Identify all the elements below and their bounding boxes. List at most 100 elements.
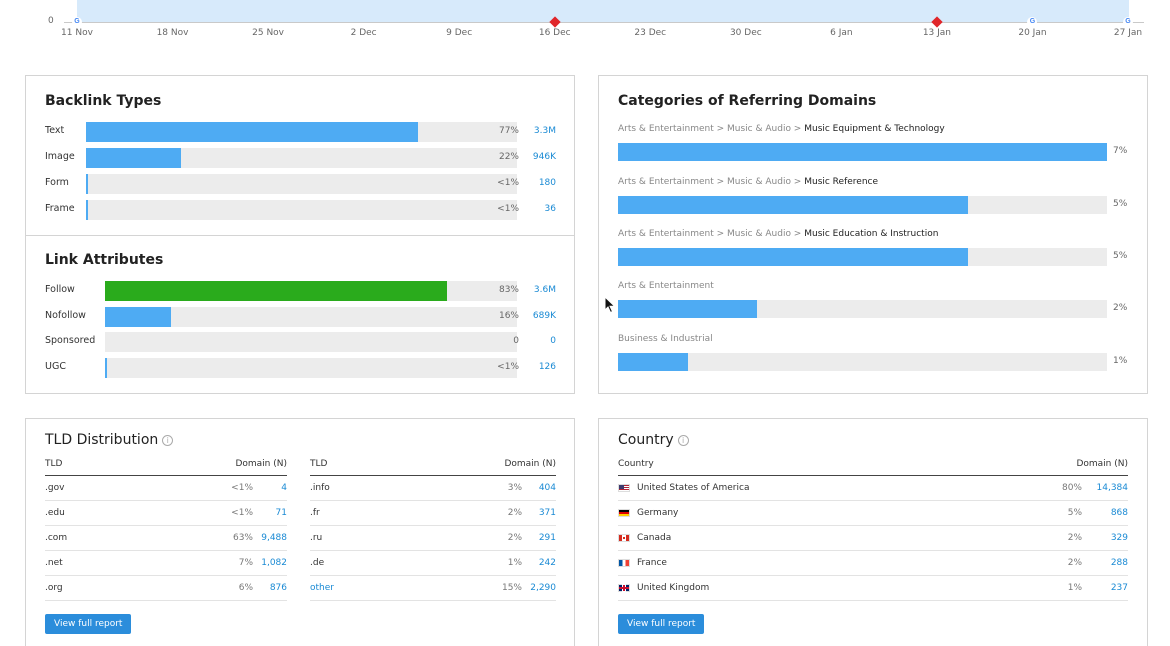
category-bar-fill bbox=[618, 248, 968, 266]
column-header-country: Country bbox=[618, 459, 654, 469]
country-domain-count-link[interactable]: 329 bbox=[1110, 533, 1128, 543]
bar-count-link[interactable]: 0 bbox=[550, 336, 556, 346]
bar-count-link[interactable]: 689K bbox=[532, 310, 556, 321]
flag-fr-icon bbox=[618, 559, 630, 567]
x-axis-date-label: 20 Jan bbox=[1018, 28, 1047, 38]
category-path: Arts & Entertainment > Music & Audio > bbox=[618, 229, 805, 239]
bar-count-link[interactable]: 946K bbox=[532, 152, 556, 162]
tld-name: .gov bbox=[45, 483, 65, 493]
tld-domain-count-link[interactable]: 9,488 bbox=[261, 533, 287, 543]
country-percent: 80% bbox=[1061, 483, 1082, 493]
info-icon[interactable]: i bbox=[677, 435, 689, 446]
bar-label: Follow bbox=[45, 284, 75, 295]
country-view-full-report-button[interactable]: View full report bbox=[618, 614, 705, 634]
tld-title-text: TLD Distribution bbox=[45, 432, 159, 448]
tld-name: .info bbox=[310, 483, 330, 493]
bar-fill bbox=[86, 122, 418, 142]
tld-percent: 6% bbox=[238, 583, 253, 593]
bar-label: Form bbox=[45, 177, 69, 188]
tld-domain-count-link[interactable]: 4 bbox=[281, 483, 287, 493]
bar-track bbox=[105, 306, 517, 327]
bar-row: Nofollow 16% 689K bbox=[26, 306, 574, 327]
info-icon[interactable]: i bbox=[162, 435, 174, 446]
x-axis-date-label: 23 Dec bbox=[634, 28, 667, 38]
google-g-icon[interactable]: G bbox=[1123, 17, 1133, 27]
tld-domain-count-link[interactable]: 876 bbox=[269, 583, 287, 593]
country-percent: 5% bbox=[1067, 508, 1082, 518]
country-name: Germany bbox=[637, 508, 679, 518]
google-g-icon[interactable]: G bbox=[72, 17, 82, 27]
country-domain-count-link[interactable]: 288 bbox=[1110, 558, 1128, 568]
x-axis-date-label: 30 Dec bbox=[729, 28, 762, 38]
category-leaf: Arts & Entertainment bbox=[618, 281, 714, 291]
bar-count-link[interactable]: 126 bbox=[538, 361, 556, 372]
tld-name[interactable]: other bbox=[310, 583, 334, 593]
table-row: Germany 5% 868 bbox=[618, 501, 1128, 526]
bar-fill bbox=[105, 306, 171, 327]
bar-row: UGC <1% 126 bbox=[26, 357, 574, 378]
category-bar-fill bbox=[618, 300, 758, 318]
category-path: Arts & Entertainment > Music & Audio > bbox=[618, 124, 805, 134]
tld-view-full-report-button[interactable]: View full report bbox=[45, 614, 132, 634]
bar-percent: 16% bbox=[498, 310, 519, 321]
tld-domain-count-link[interactable]: 291 bbox=[538, 533, 556, 543]
bar-count-link[interactable]: 36 bbox=[544, 204, 556, 214]
tld-domain-count-link[interactable]: 1,082 bbox=[261, 558, 287, 568]
column-header-tld: TLD bbox=[310, 459, 328, 469]
category-bar-fill bbox=[618, 196, 968, 214]
bar-row: Text 77% 3.3M bbox=[26, 122, 574, 142]
table-row: .info 3% 404 bbox=[310, 476, 556, 501]
category-bar-track bbox=[618, 196, 1107, 214]
country-domain-count-link[interactable]: 14,384 bbox=[1096, 483, 1129, 493]
category-label: Arts & Entertainment > Music & Audio > M… bbox=[618, 229, 938, 239]
x-axis-date-label: 18 Nov bbox=[156, 28, 189, 38]
country-name: France bbox=[637, 558, 667, 568]
bar-percent: 22% bbox=[498, 152, 519, 162]
tld-domain-count-link[interactable]: 404 bbox=[538, 483, 556, 493]
category-percent: 2% bbox=[1113, 303, 1128, 313]
x-axis-date-label: 9 Dec bbox=[446, 28, 473, 38]
bar-label: UGC bbox=[45, 360, 66, 372]
tld-percent: 2% bbox=[507, 533, 522, 543]
tld-domain-count-link[interactable]: 2,290 bbox=[530, 583, 556, 593]
bar-count-link[interactable]: 3.3M bbox=[533, 126, 556, 136]
bar-track bbox=[105, 281, 517, 301]
tld-domain-count-link[interactable]: 71 bbox=[275, 508, 287, 518]
tld-domain-count-link[interactable]: 242 bbox=[538, 558, 556, 568]
bar-label: Frame bbox=[45, 203, 75, 214]
flag-de-icon bbox=[618, 509, 630, 517]
bar-fill bbox=[86, 200, 89, 220]
category-percent: 7% bbox=[1113, 146, 1128, 156]
country-title: Country i bbox=[618, 432, 689, 448]
tld-domain-count-link[interactable]: 371 bbox=[538, 508, 556, 518]
bar-label: Sponsored bbox=[45, 335, 96, 346]
header-rule bbox=[618, 475, 1128, 476]
category-percent: 5% bbox=[1113, 251, 1128, 261]
bar-label: Image bbox=[45, 151, 75, 162]
country-percent: 2% bbox=[1067, 533, 1082, 543]
bar-fill bbox=[86, 174, 89, 194]
mouse-pointer-icon bbox=[604, 296, 616, 314]
google-g-icon[interactable]: G bbox=[1027, 17, 1038, 27]
country-domain-count-link[interactable]: 237 bbox=[1110, 583, 1128, 593]
tld-percent: 3% bbox=[507, 483, 522, 493]
bar-percent: 77% bbox=[498, 126, 519, 136]
timeline-area bbox=[77, 0, 1129, 22]
table-row: United States of America 80% 14,384 bbox=[618, 476, 1128, 501]
table-row: .de 1% 242 bbox=[310, 551, 556, 576]
category-bar-track bbox=[618, 248, 1107, 266]
table-row: United Kingdom 1% 237 bbox=[618, 576, 1128, 601]
bar-track bbox=[86, 148, 517, 168]
x-axis-date-label: 2 Dec bbox=[350, 28, 377, 38]
country-domain-count-link[interactable]: 868 bbox=[1110, 508, 1128, 518]
bar-fill bbox=[86, 148, 181, 168]
bar-count-link[interactable]: 180 bbox=[538, 178, 556, 188]
country-percent: 2% bbox=[1067, 558, 1082, 568]
header-rule bbox=[310, 475, 556, 476]
categories-title: Categories of Referring Domains bbox=[618, 93, 877, 109]
bar-count-link[interactable]: 3.6M bbox=[533, 285, 556, 295]
country-card: Country i Country Domain (N) United State… bbox=[598, 418, 1148, 646]
x-axis-date-label: 13 Jan bbox=[922, 28, 951, 38]
table-row: .org 6% 876 bbox=[45, 576, 287, 601]
category-leaf: Music Equipment & Technology bbox=[804, 124, 945, 134]
